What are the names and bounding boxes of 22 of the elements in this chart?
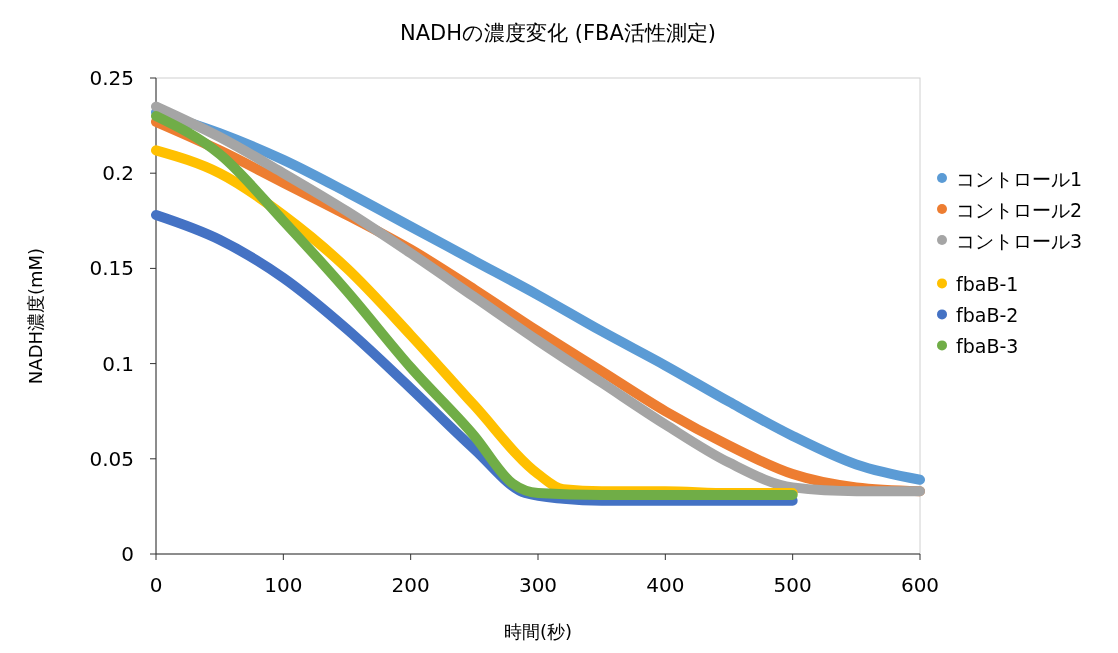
- legend-label: コントロール2: [956, 199, 1083, 221]
- y-tick-label: 0.1: [102, 351, 134, 376]
- chart-title: NADHの濃度変化 (FBA活性測定): [400, 21, 716, 45]
- x-tick-label: 200: [391, 573, 430, 597]
- legend-label: fbaB-2: [956, 304, 1019, 327]
- y-tick-label: 0: [121, 542, 134, 566]
- x-tick-label: 400: [646, 573, 685, 597]
- x-tick-label: 0: [149, 573, 163, 597]
- legend-label: fbaB-1: [956, 273, 1019, 296]
- x-tick-label: 100: [264, 573, 303, 597]
- y-tick-label: 0.05: [89, 446, 134, 471]
- x-tick-label: 300: [518, 573, 558, 597]
- y-tick-label: 0.15: [89, 256, 134, 281]
- x-axis-title: 時間(秒): [503, 621, 573, 642]
- y-tick-label: 0.2: [102, 161, 134, 186]
- y-axis-title: NADH濃度(mM): [25, 247, 46, 385]
- y-tick-label: 0.25: [89, 66, 134, 90]
- legend-label: fbaB-3: [956, 335, 1019, 358]
- x-tick-label: 500: [773, 573, 812, 597]
- legend-label: コントロール3: [956, 230, 1083, 252]
- x-tick-label: 600: [900, 573, 940, 597]
- legend-label: コントロール1: [956, 168, 1083, 190]
